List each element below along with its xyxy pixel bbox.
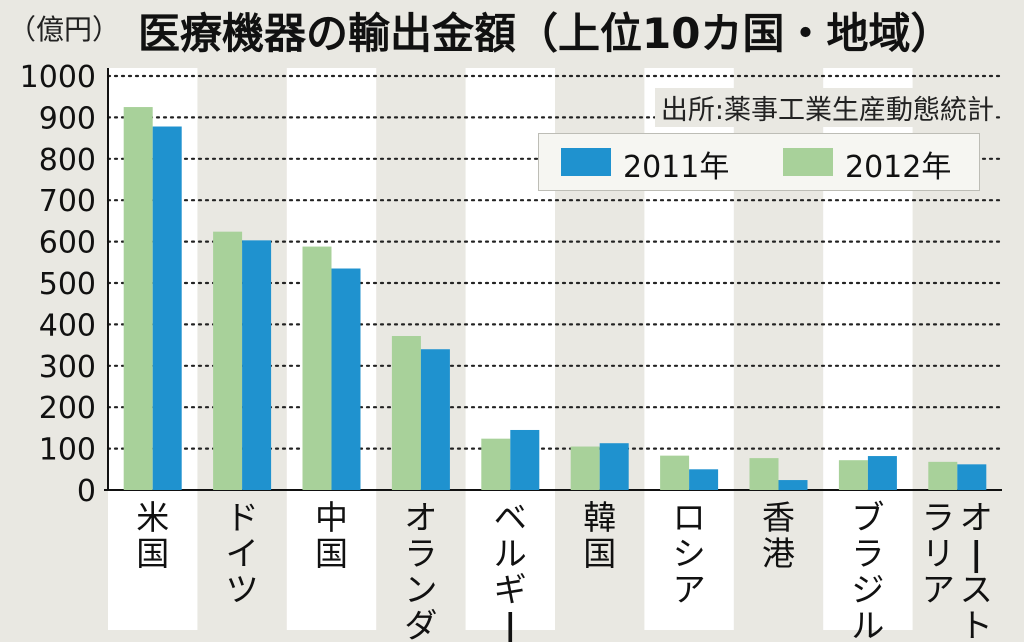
bar-2012 [570,446,600,490]
bar-2012 [481,438,511,490]
bar-2012 [660,455,690,490]
x-tick-label: 香港 [762,498,795,573]
y-tick-label: 300 [39,350,96,385]
bar-2011 [331,268,361,490]
y-tick-label: 400 [39,308,96,343]
source-note: 出所:薬事工業生産動態統計 [654,88,994,127]
x-tick-label: 中国 [315,498,348,573]
x-tick-label: オ|ストラリア [922,498,993,642]
x-tick-label: ドイツ [226,498,259,609]
bar-2011 [420,349,450,490]
y-tick-label: 600 [39,226,96,261]
bar-2012 [838,460,868,490]
bar-2011 [689,469,719,490]
y-unit-label: （億円） [8,13,121,46]
bar-2011 [510,429,540,490]
y-tick-label: 500 [39,267,96,302]
legend-label-2011: 2011年 [623,150,730,185]
legend: 2011年 2012年 [538,133,980,191]
y-tick-label: 700 [39,184,96,219]
bar-2012 [213,231,243,490]
chart-title: 医療機器の輸出金額（上位10カ国・地域） [138,9,953,58]
y-tick-label: 0 [77,474,96,509]
x-tick-label: ブラジル [851,498,884,642]
bar-2011 [778,480,808,490]
y-tick-label: 100 [39,433,96,468]
bar-2011 [957,464,987,490]
legend-swatch-2011 [561,148,611,176]
y-tick-label: 200 [39,391,96,426]
bar-2012 [391,335,421,490]
bar-2011 [867,456,897,490]
bar-2012 [928,461,958,490]
bar-2012 [749,458,779,490]
x-tick-label: 韓国 [583,498,616,573]
legend-swatch-2012 [783,148,833,176]
y-tick-label: 900 [39,101,96,136]
bar-2012 [123,107,153,491]
y-tick-label: 800 [39,143,96,178]
x-tick-label: 米国 [136,498,169,573]
bar-2012 [302,246,332,490]
bar-2011 [152,126,182,491]
x-tick-label: ロシア [673,498,706,609]
x-tick-label: オランダ [404,498,437,642]
bar-2011 [599,443,629,490]
y-tick-label: 1000 [20,60,96,95]
x-tick-label: ベルギ| [494,498,527,642]
legend-label-2012: 2012年 [845,150,952,185]
bar-2011 [242,240,272,490]
